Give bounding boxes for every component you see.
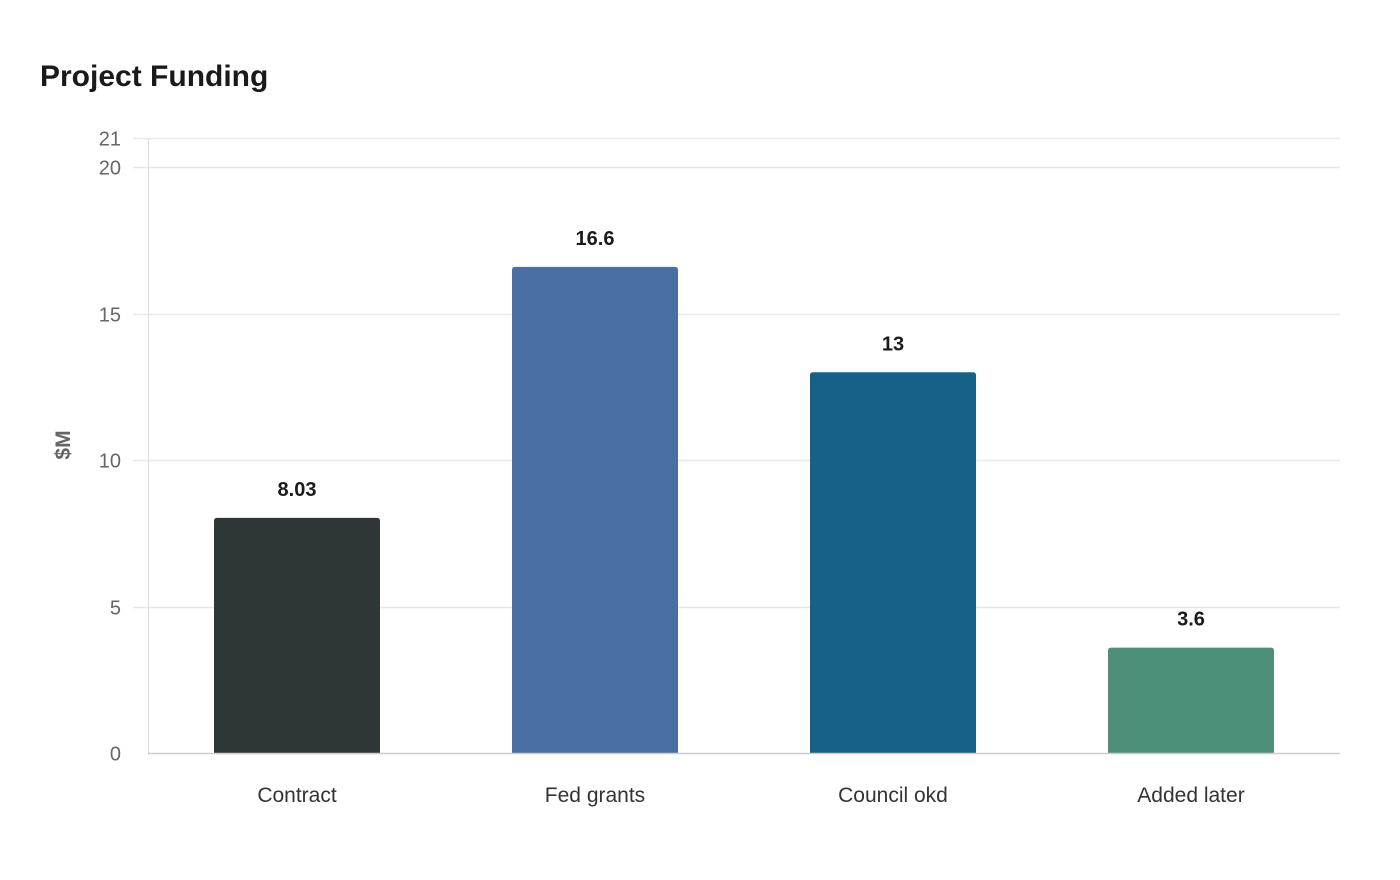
bar-added-later[interactable]	[1108, 647, 1274, 753]
x-tick-label: Contract	[257, 784, 337, 807]
bar-council-okd[interactable]	[810, 372, 976, 753]
y-tick-label: 20	[99, 158, 121, 180]
bar-contract[interactable]	[214, 517, 380, 753]
y-tick-label: 15	[99, 305, 121, 327]
bar-fed-grants[interactable]	[512, 266, 678, 753]
data-label: 8.03	[278, 479, 317, 501]
data-label: 13	[882, 333, 904, 355]
bars: 8.03 Contract 16.6 Fed grants 13 Council okd 3…	[214, 228, 1274, 807]
y-axis-label: $M	[52, 430, 75, 459]
y-tick-label: 5	[110, 598, 121, 620]
x-tick-label: Fed grants	[545, 784, 645, 807]
x-tick-label: Added later	[1137, 784, 1244, 807]
data-label: 3.6	[1177, 609, 1205, 631]
y-tick-label: 0	[110, 744, 121, 766]
x-tick-label: Council okd	[838, 784, 948, 807]
y-tick-label: 21	[99, 129, 121, 151]
y-tick-label: 10	[99, 451, 121, 473]
chart-title: Project Funding	[40, 60, 269, 93]
gridlines: 0 5 10 15 20 21	[99, 129, 1340, 766]
data-label: 16.6	[576, 228, 615, 250]
